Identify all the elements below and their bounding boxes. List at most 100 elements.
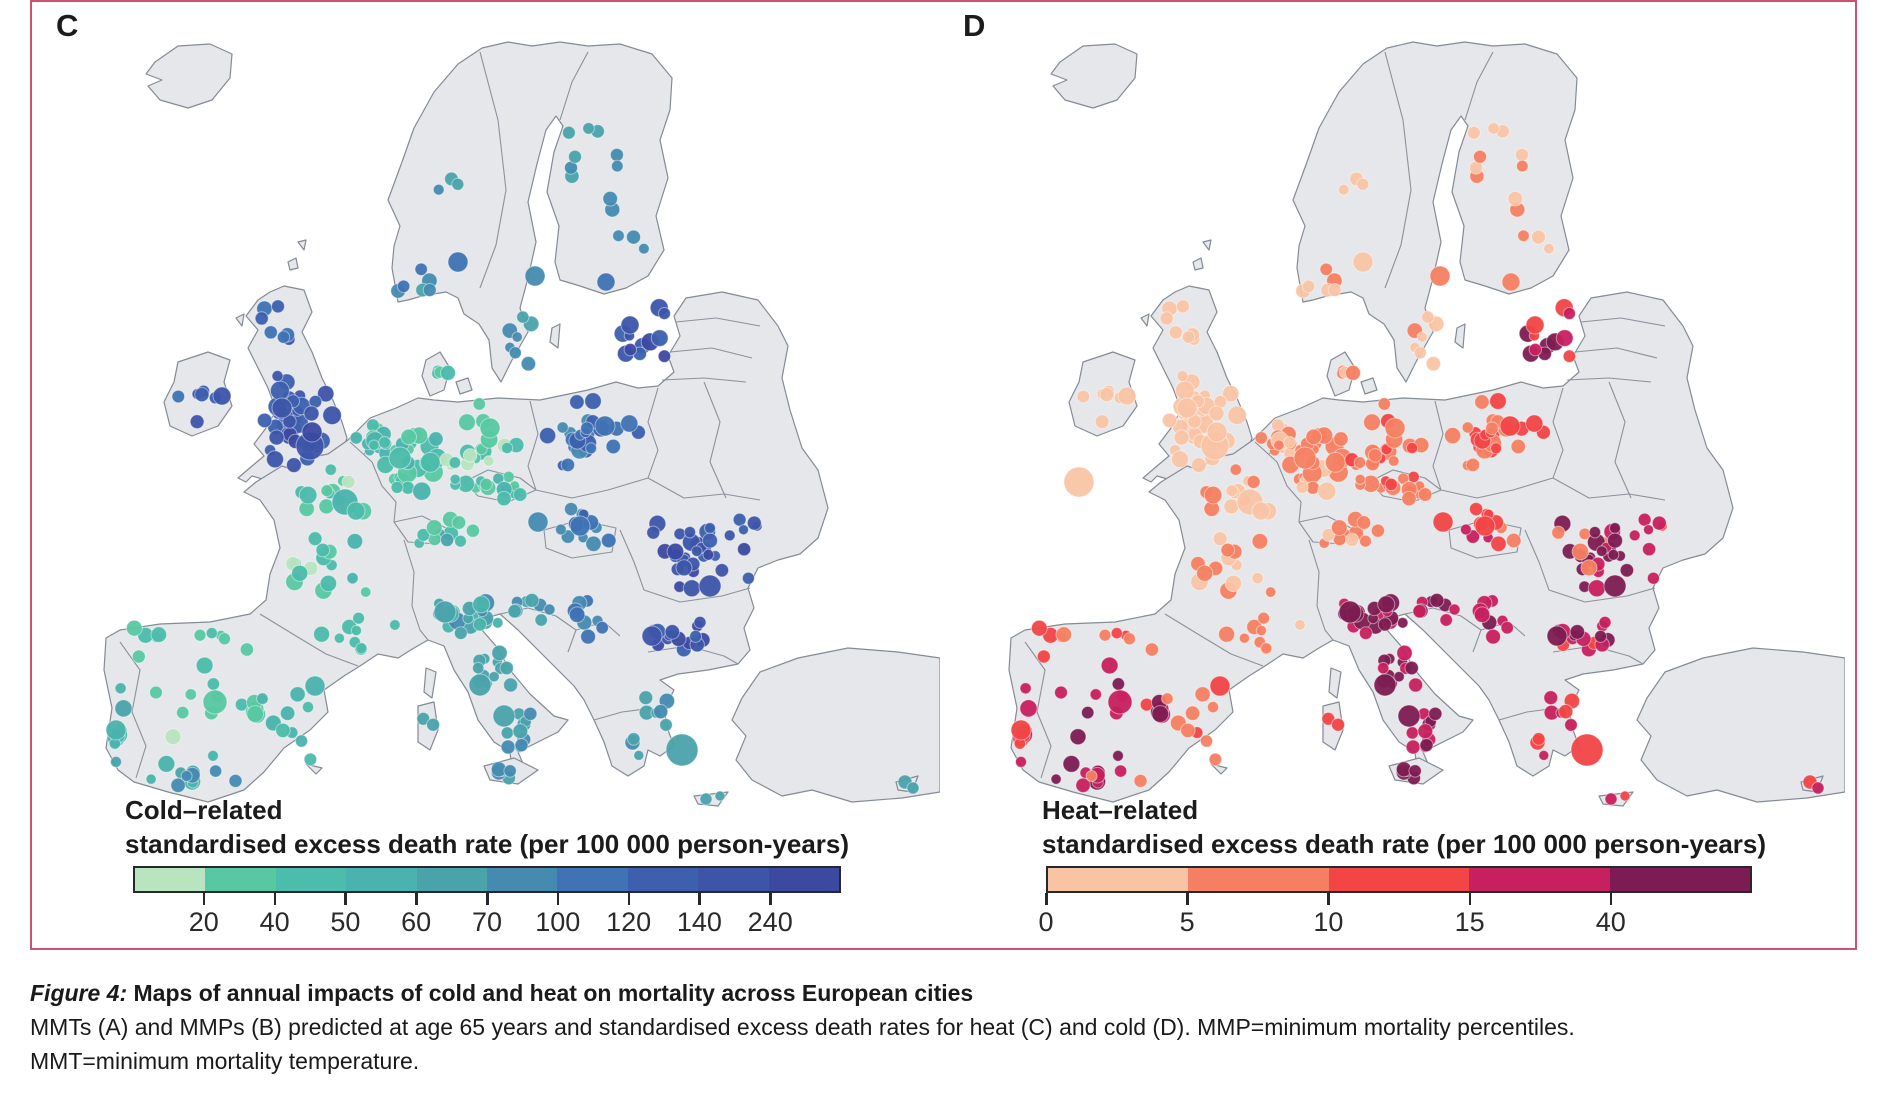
city-dot	[1405, 726, 1419, 740]
city-dot	[626, 229, 641, 245]
city-dot	[611, 159, 624, 173]
city-dot	[180, 770, 193, 782]
city-dot	[1485, 421, 1499, 436]
city-dot	[433, 600, 457, 624]
city-dot	[454, 534, 467, 548]
city-dot	[263, 325, 278, 340]
city-dot	[609, 147, 624, 162]
city-dot	[1294, 619, 1306, 631]
colorbar-cold-ticks: 20 40 50 60 70 100 120 140 240	[133, 893, 837, 938]
city-dot	[488, 671, 500, 683]
city-dot	[1019, 699, 1038, 718]
city-dot	[1405, 739, 1421, 755]
city-dot	[449, 473, 461, 485]
city-dot	[1359, 534, 1372, 548]
city-dot	[195, 656, 214, 675]
city-dot	[1412, 604, 1427, 619]
city-dot	[256, 692, 269, 706]
city-dot	[1460, 523, 1472, 536]
city-dot	[1363, 413, 1381, 432]
city-dot	[396, 279, 411, 293]
city-dot	[1224, 574, 1243, 593]
city-dot	[266, 450, 284, 469]
colorbar-tick	[1468, 893, 1472, 905]
colorbar-tick-label: 40	[1595, 907, 1626, 937]
city-dot	[512, 487, 528, 502]
city-dot	[1076, 389, 1091, 404]
city-dot	[1439, 613, 1453, 627]
city-dot	[218, 632, 231, 646]
colorbar-tick	[769, 893, 772, 905]
city-dot	[906, 781, 920, 795]
city-dot	[580, 628, 596, 645]
city-dot	[569, 515, 591, 537]
city-dot	[303, 405, 320, 422]
city-dot	[472, 661, 485, 675]
city-dot	[665, 733, 699, 767]
city-dot	[1100, 656, 1119, 675]
city-dot	[520, 356, 537, 372]
colorbar-heat-ticks: 0 5 10 15 40	[1038, 893, 1748, 938]
caption-line3: MMT=minimum mortality temperature.	[30, 1048, 420, 1074]
colorbar-tick	[202, 893, 206, 905]
colorbar-tick	[1186, 893, 1189, 905]
city-dot	[1367, 448, 1383, 463]
city-dot	[1588, 526, 1602, 539]
city-dot	[738, 524, 749, 536]
city-dot	[1570, 733, 1604, 767]
city-dot	[1293, 446, 1317, 470]
city-dot	[1054, 685, 1068, 700]
city-dot	[1180, 722, 1196, 739]
city-dot	[1505, 532, 1522, 549]
city-dot	[1283, 436, 1297, 449]
city-dot	[1062, 755, 1081, 773]
city-dot	[527, 511, 549, 533]
city-dot	[1063, 466, 1095, 498]
map-panel-cold	[103, 41, 940, 807]
city-dot	[1408, 677, 1424, 693]
city-dot	[1489, 392, 1507, 410]
city-dot	[368, 439, 380, 451]
city-dot	[1417, 487, 1433, 502]
city-dot	[388, 446, 412, 470]
city-dot	[689, 629, 703, 643]
city-dot	[1194, 686, 1211, 703]
city-dot	[206, 677, 221, 691]
city-dot	[333, 632, 345, 644]
city-dot	[360, 586, 372, 598]
city-dot	[1260, 642, 1273, 655]
city-dot	[346, 533, 364, 550]
city-dot	[1019, 682, 1032, 695]
city-dot	[1085, 770, 1098, 782]
colorbar-tick-label: 100	[535, 907, 581, 937]
city-dot	[479, 477, 493, 491]
colorbar-segment	[1469, 868, 1610, 891]
city-dot	[451, 515, 467, 530]
colorbar-tick-label: 50	[330, 907, 361, 937]
city-dot	[1257, 611, 1271, 625]
city-dot	[1419, 738, 1434, 753]
city-dot	[349, 431, 363, 445]
city-dot	[1218, 625, 1236, 643]
city-dot	[1421, 310, 1435, 324]
city-dot	[1030, 619, 1048, 637]
city-dot	[1432, 511, 1454, 533]
city-dot	[1607, 532, 1623, 549]
city-dot	[1114, 764, 1128, 778]
city-dot	[269, 380, 290, 401]
city-dot	[1222, 385, 1240, 403]
city-dot	[149, 685, 163, 700]
city-dot	[1333, 431, 1349, 447]
map-panel-heat	[1008, 41, 1845, 807]
city-dot	[1569, 624, 1586, 640]
city-dot	[539, 427, 557, 445]
city-dot	[1251, 572, 1264, 585]
city-dot	[1401, 490, 1417, 507]
city-dot	[569, 394, 585, 410]
city-dot	[1173, 429, 1190, 446]
city-dot	[1562, 307, 1576, 320]
city-dot	[491, 644, 508, 662]
city-dot	[1510, 438, 1526, 455]
city-dot	[1562, 349, 1577, 363]
city-dot	[1429, 265, 1451, 287]
